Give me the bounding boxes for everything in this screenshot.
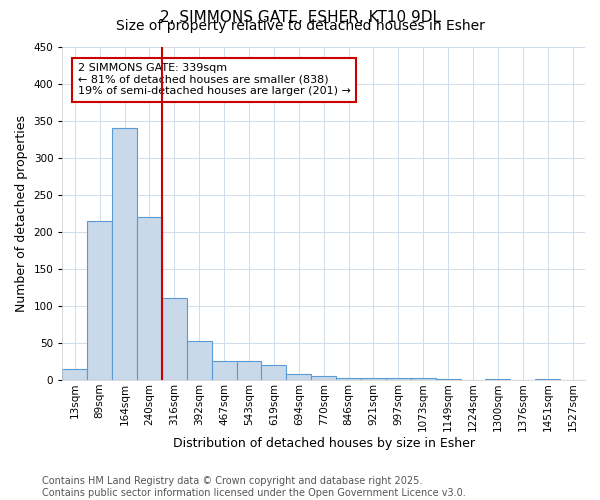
Bar xyxy=(87,220,112,380)
Bar xyxy=(485,379,511,380)
Bar xyxy=(286,374,311,380)
Bar xyxy=(336,378,361,380)
Bar xyxy=(535,379,560,380)
Bar xyxy=(236,360,262,380)
Text: 2, SIMMONS GATE, ESHER, KT10 9DL: 2, SIMMONS GATE, ESHER, KT10 9DL xyxy=(160,10,440,25)
Bar xyxy=(212,360,236,380)
Bar xyxy=(436,379,461,380)
Y-axis label: Number of detached properties: Number of detached properties xyxy=(15,114,28,312)
Text: 2 SIMMONS GATE: 339sqm
← 81% of detached houses are smaller (838)
19% of semi-de: 2 SIMMONS GATE: 339sqm ← 81% of detached… xyxy=(78,63,351,96)
Text: Contains HM Land Registry data © Crown copyright and database right 2025.
Contai: Contains HM Land Registry data © Crown c… xyxy=(42,476,466,498)
Bar xyxy=(162,298,187,380)
Text: Size of property relative to detached houses in Esher: Size of property relative to detached ho… xyxy=(116,19,484,33)
Bar xyxy=(386,378,411,380)
Bar xyxy=(137,217,162,380)
Bar xyxy=(112,128,137,380)
Bar xyxy=(262,365,286,380)
Bar xyxy=(361,378,386,380)
Bar xyxy=(187,342,212,380)
Bar xyxy=(411,378,436,380)
Bar xyxy=(311,376,336,380)
X-axis label: Distribution of detached houses by size in Esher: Distribution of detached houses by size … xyxy=(173,437,475,450)
Bar xyxy=(62,369,87,380)
